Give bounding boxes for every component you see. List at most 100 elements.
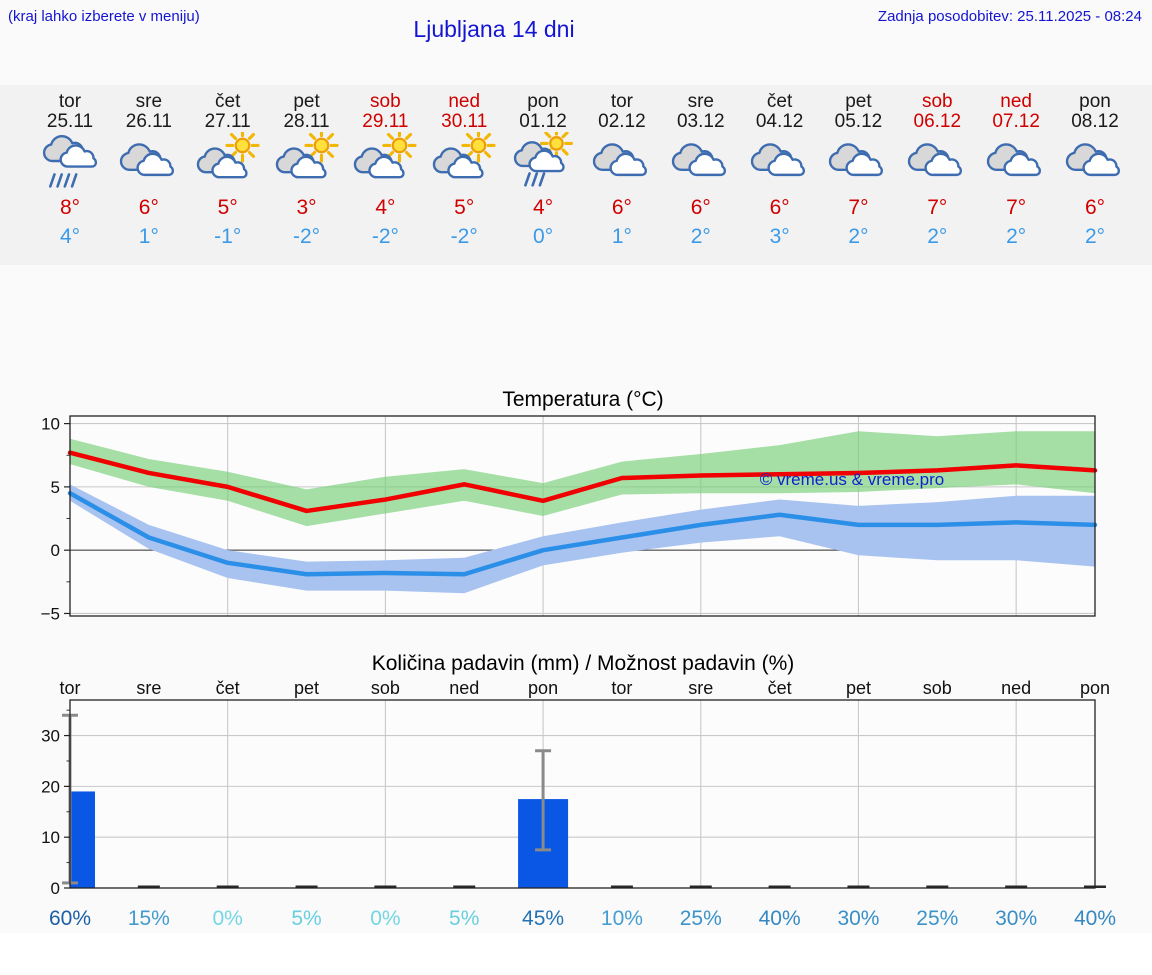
plot-border xyxy=(69,699,1096,889)
precip-probability-label: 10% xyxy=(601,907,643,930)
precip-y-tick-label: 10 xyxy=(41,828,60,847)
precip-day-label: sob xyxy=(923,678,952,698)
day-name: tor xyxy=(610,91,634,112)
precip-probability-label: 45% xyxy=(522,907,564,930)
day-column-02.12[interactable]: tor 02.12 6° 1° xyxy=(582,85,661,265)
day-name: sob xyxy=(921,91,953,112)
precipitation-chart-title: Količina padavin (mm) / Možnost padavin … xyxy=(372,652,795,675)
day-column-08.12[interactable]: pon 08.12 6° 2° xyxy=(1056,85,1135,265)
temp-y-tick-label: 10 xyxy=(41,415,60,434)
day-date: 30.11 xyxy=(441,111,488,132)
temp-max: 8° xyxy=(59,196,81,219)
day-column-05.12[interactable]: pet 05.12 7° 2° xyxy=(819,85,898,265)
precip-probability-label: 60% xyxy=(49,907,91,930)
temp-max: 7° xyxy=(927,196,948,219)
plot-border xyxy=(69,415,1096,617)
cloudy-icon xyxy=(592,143,647,177)
day-date: 25.11 xyxy=(46,111,94,132)
day-name: čet xyxy=(215,91,241,112)
precip-probability-label: 40% xyxy=(759,907,801,930)
precip-probability-label: 0% xyxy=(370,907,400,930)
day-column-27.11[interactable]: čet 27.11 5° -1° xyxy=(188,85,267,265)
day-date: 05.12 xyxy=(834,111,883,132)
temp-min: -1° xyxy=(214,225,242,248)
day-name: pon xyxy=(1079,91,1111,112)
day-column-03.12[interactable]: sre 03.12 6° 2° xyxy=(661,85,740,265)
precip-day-label: pet xyxy=(846,678,871,698)
precip-y-tick-label: 30 xyxy=(41,727,60,746)
precip-probability-label: 40% xyxy=(1074,907,1116,930)
rain-cloudy-icon xyxy=(42,134,98,188)
temp-min: 0° xyxy=(533,225,554,248)
day-name: sre xyxy=(135,91,163,112)
precip-zero-mark xyxy=(295,885,318,888)
day-column-06.12[interactable]: sob 06.12 7° 2° xyxy=(898,85,977,265)
day-name: pet xyxy=(293,91,320,112)
precip-zero-mark xyxy=(216,885,239,888)
day-name: sob xyxy=(370,91,401,112)
temp-max: 6° xyxy=(1084,196,1106,219)
day-date: 08.12 xyxy=(1071,111,1119,132)
precip-zero-mark xyxy=(453,885,476,888)
max_temp_c-line xyxy=(67,450,1098,514)
temp-max: 6° xyxy=(611,196,632,219)
day-date: 01.12 xyxy=(519,111,567,132)
last-updated-label: Zadnja posodobitev: 25.11.2025 - 08:24 xyxy=(877,8,1142,25)
day-column-25.11[interactable]: tor 25.11 8° 4° xyxy=(31,85,110,265)
day-column-26.11[interactable]: sre 26.11 6° 1° xyxy=(109,85,188,265)
temp-y-tick-label: 0 xyxy=(51,541,60,560)
cloudy-icon xyxy=(908,143,963,177)
cloudy-icon xyxy=(119,143,174,177)
partly-sunny-icon xyxy=(275,132,339,179)
precip-probability-label: 30% xyxy=(995,907,1037,930)
day-name: sre xyxy=(687,91,714,112)
day-column-29.11[interactable]: sob 29.11 4° -2° xyxy=(346,85,425,265)
temperature-chart: −5 0 5 10 Temperatura (°C) © vreme.us & vreme… xyxy=(41,388,1098,620)
precip-day-label: sob xyxy=(371,678,400,698)
precip-day-label: čet xyxy=(216,678,240,698)
temp-max: 6° xyxy=(769,196,790,219)
cloudy-icon xyxy=(986,143,1042,177)
precip-day-label: tor xyxy=(59,678,80,698)
precip-probability-label: 5% xyxy=(449,907,479,930)
day-column-01.12[interactable]: pon 01.12 4° 0° xyxy=(504,85,583,265)
precip-probability-label: 30% xyxy=(837,907,879,930)
day-name: pet xyxy=(845,91,872,112)
location-menu-hint: (kraj lahko izberete v meniju) xyxy=(8,8,200,25)
temp-min: -2° xyxy=(371,225,399,248)
day-date: 29.11 xyxy=(362,111,409,132)
temp-min: -2° xyxy=(450,225,478,248)
partly-sunny-icon xyxy=(196,132,260,179)
precip-zero-mark xyxy=(768,885,791,888)
day-date: 03.12 xyxy=(676,111,725,132)
temp-max: 4° xyxy=(375,196,396,219)
forecast-strip: tor 25.11 8° 4° sre 26.11 6° 1° čet 27.11 5° -1° pet… xyxy=(0,85,1152,265)
cloudy-icon xyxy=(829,143,884,177)
min_temp_range-band xyxy=(70,484,1095,594)
day-column-07.12[interactable]: ned 07.12 7° 2° xyxy=(977,85,1056,265)
temp-max: 6° xyxy=(138,196,159,219)
day-name: čet xyxy=(766,91,793,112)
temp-min: 3° xyxy=(769,225,790,248)
day-date: 26.11 xyxy=(125,111,172,132)
temp-min: 1° xyxy=(611,225,632,248)
precip-day-label: sre xyxy=(688,678,713,698)
min_temp_c-line xyxy=(67,490,1098,577)
temp-min: 4° xyxy=(59,225,81,248)
temp-max: 6° xyxy=(690,196,711,219)
day-column-28.11[interactable]: pet 28.11 3° -2° xyxy=(267,85,346,265)
partly-sunny-icon xyxy=(432,132,496,179)
precipitation-chart: Količina padavin (mm) / Možnost padavin … xyxy=(41,652,1116,930)
page-title: Ljubljana 14 dni xyxy=(413,16,575,42)
day-name: ned xyxy=(448,91,481,112)
day-date: 02.12 xyxy=(598,111,646,132)
precip-day-label: tor xyxy=(611,678,632,698)
day-column-04.12[interactable]: čet 04.12 6° 3° xyxy=(740,85,819,265)
precip-day-label: sre xyxy=(136,678,161,698)
day-date: 28.11 xyxy=(283,111,330,132)
temp-y-tick-label: 5 xyxy=(51,478,60,497)
day-name: ned xyxy=(1000,91,1032,112)
day-column-30.11[interactable]: ned 30.11 5° -2° xyxy=(425,85,504,265)
precip-bar xyxy=(70,791,95,888)
precip-zero-mark xyxy=(1005,885,1028,888)
